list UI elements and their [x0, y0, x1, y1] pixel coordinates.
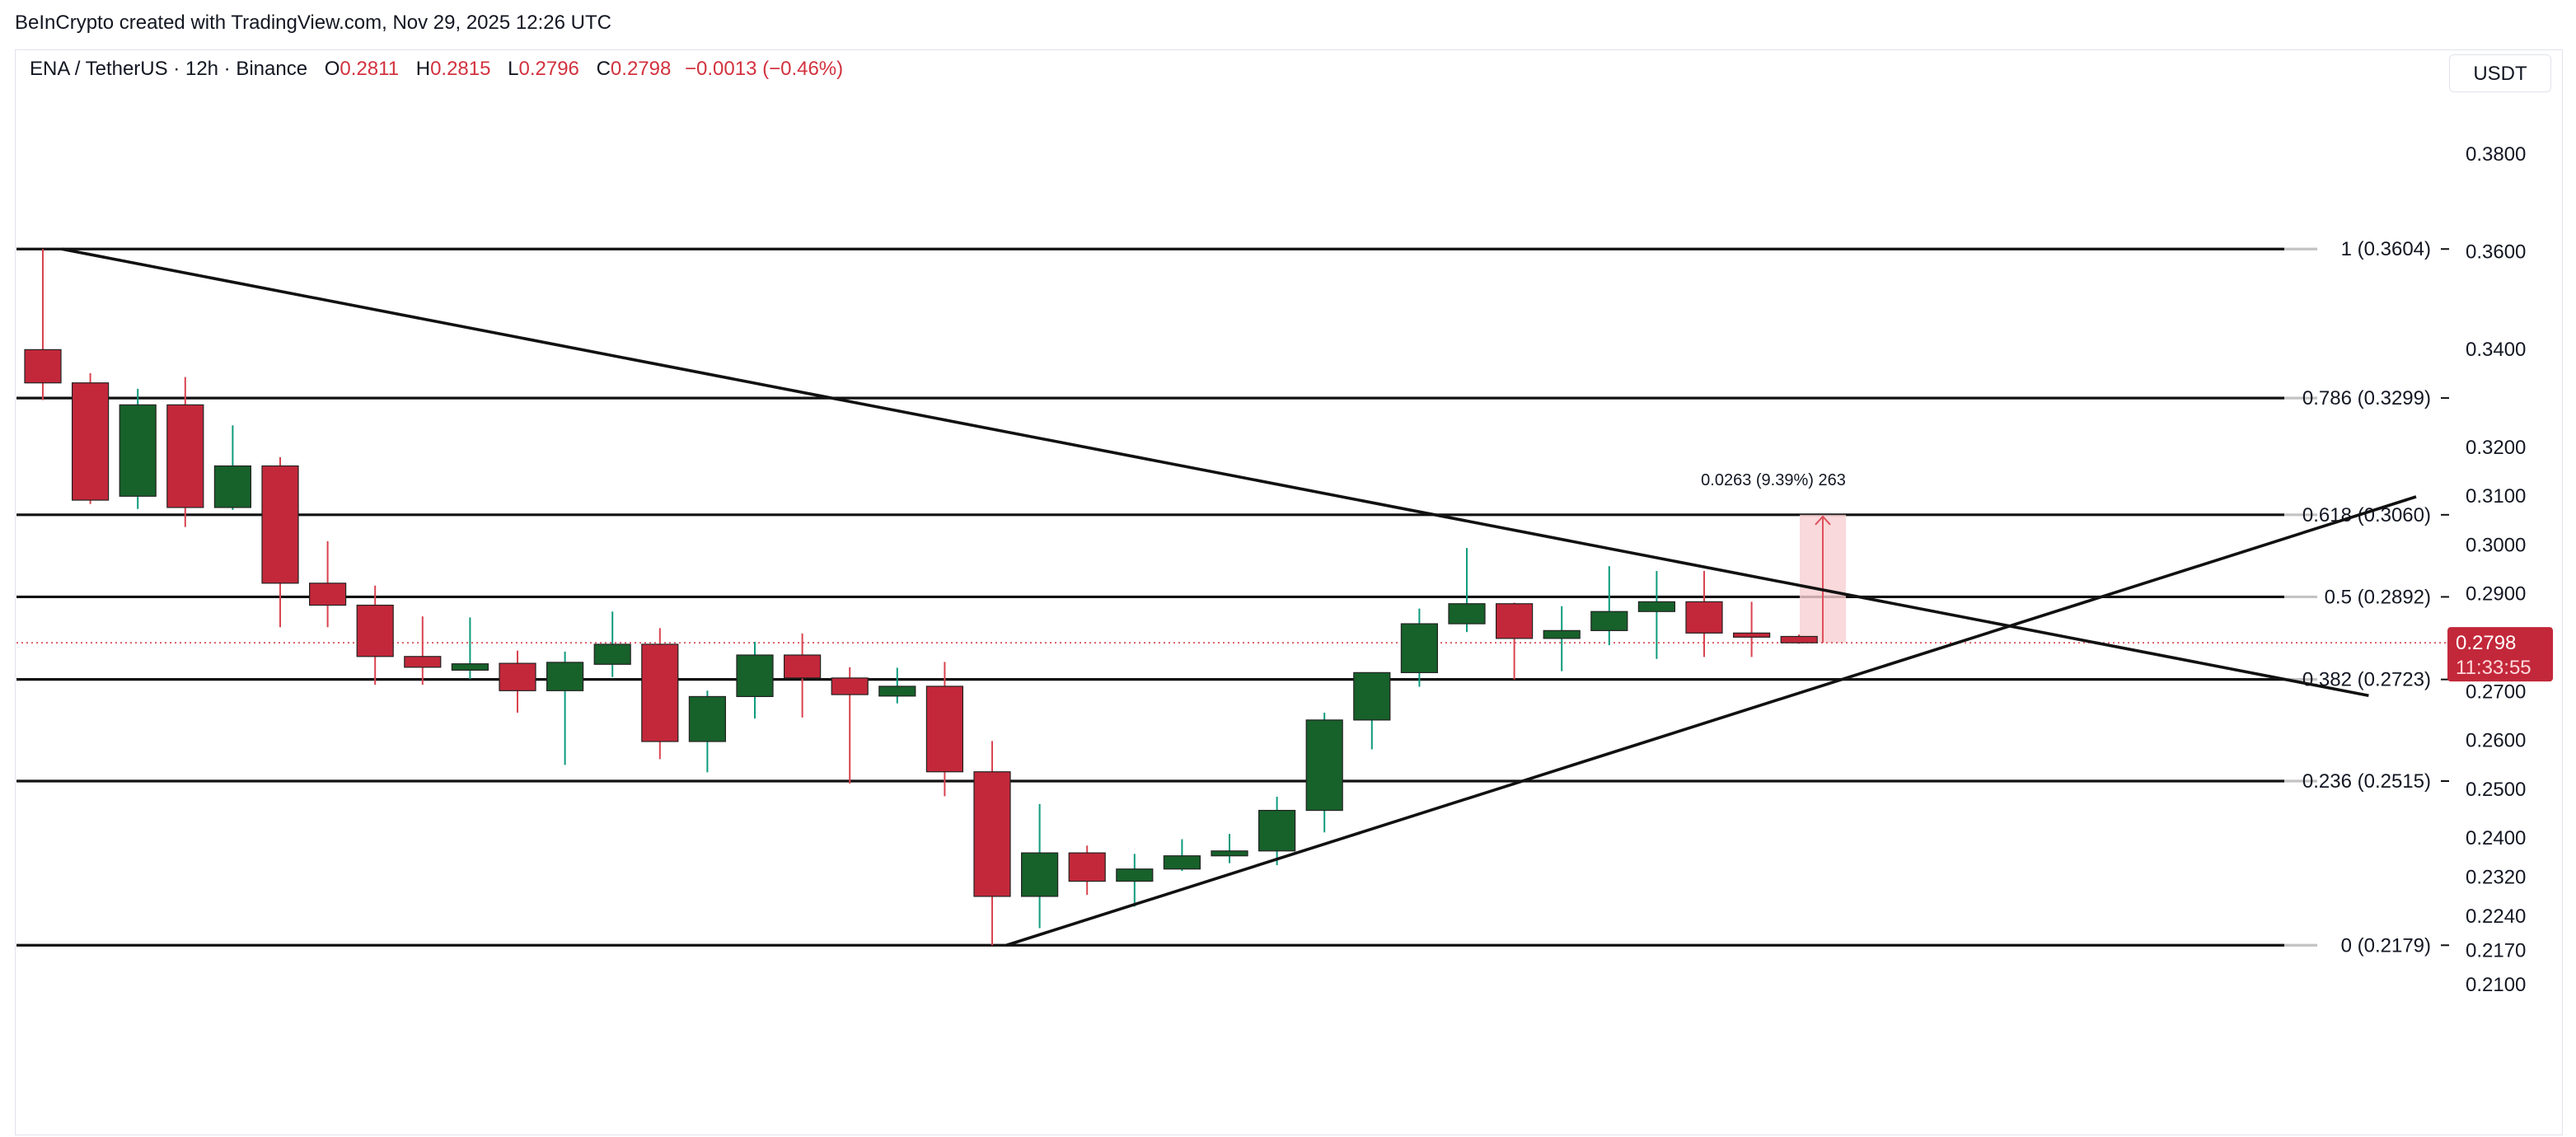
- bearish-candle[interactable]: [24, 349, 62, 384]
- bullish-candle[interactable]: [1163, 855, 1201, 870]
- high-value: 0.2815: [430, 58, 491, 80]
- bearish-candle[interactable]: [783, 654, 822, 679]
- fib-label-bg: [2284, 235, 2438, 264]
- fib-label-bg: [2284, 665, 2438, 694]
- bearish-candle[interactable]: [641, 643, 679, 742]
- y-axis-tick-label: 0.2400: [2466, 827, 2526, 849]
- change-value: −0.0013 (−0.46%): [685, 58, 844, 80]
- currency-button[interactable]: USDT: [2449, 54, 2551, 92]
- bullish-candle[interactable]: [451, 663, 489, 671]
- bullish-candle[interactable]: [1400, 623, 1439, 673]
- y-axis-tick-label: 0.2600: [2466, 730, 2526, 752]
- y-axis-tick-label: 0.2700: [2466, 681, 2526, 703]
- last-price-value: 0.2798: [2456, 632, 2516, 654]
- bearish-candle[interactable]: [1495, 603, 1534, 639]
- y-axis-tick-label: 0.3200: [2466, 437, 2526, 459]
- bearish-candle[interactable]: [1068, 852, 1106, 882]
- bearish-candle[interactable]: [499, 662, 536, 691]
- close-value: 0.2798: [610, 58, 672, 80]
- fib-level-label: 0.5 (0.2892): [2325, 586, 2431, 608]
- bearish-candle[interactable]: [309, 583, 347, 606]
- price-range-label: 0.0263 (9.39%) 263: [1701, 471, 1846, 489]
- bullish-candle[interactable]: [688, 695, 727, 742]
- bullish-candle[interactable]: [1353, 671, 1391, 721]
- bar-countdown: 11:33:55: [2456, 657, 2532, 679]
- open-value: 0.2811: [340, 58, 400, 80]
- bearish-candle[interactable]: [831, 677, 869, 695]
- symbol-name[interactable]: ENA / TetherUS · 12h · Binance: [30, 58, 308, 80]
- fib-label-bg: [2284, 767, 2438, 796]
- low-value: 0.2796: [518, 58, 579, 80]
- bearish-candle[interactable]: [925, 685, 964, 773]
- bullish-candle[interactable]: [1637, 601, 1676, 612]
- y-axis-tick-label: 0.3600: [2466, 241, 2526, 264]
- bullish-candle[interactable]: [1305, 719, 1343, 812]
- low-label: L: [508, 58, 519, 80]
- bearish-candle[interactable]: [1733, 632, 1771, 638]
- y-axis-tick-label: 0.2240: [2466, 905, 2526, 928]
- close-label: C: [596, 58, 611, 80]
- fib-level-label: 0.786 (0.3299): [2302, 387, 2431, 409]
- bullish-candle[interactable]: [736, 654, 774, 698]
- bearish-candle[interactable]: [71, 382, 110, 501]
- trendline-descending[interactable]: [61, 247, 2369, 697]
- y-axis-tick-label: 0.2900: [2466, 583, 2526, 606]
- fib-level-label: 0.618 (0.3060): [2302, 504, 2431, 526]
- open-label: O: [324, 58, 340, 80]
- bearish-candle[interactable]: [404, 656, 442, 668]
- bullish-candle[interactable]: [1211, 850, 1248, 857]
- bullish-candle[interactable]: [1116, 868, 1154, 882]
- chart-frame: [15, 49, 2563, 1135]
- bearish-candle[interactable]: [356, 604, 394, 657]
- y-axis-tick-label: 0.2170: [2466, 940, 2526, 962]
- y-axis-tick-label: 0.3000: [2466, 534, 2526, 556]
- bullish-candle[interactable]: [1448, 603, 1486, 625]
- bearish-candle[interactable]: [1780, 635, 1818, 643]
- fib-level-label: 1 (0.3604): [2341, 238, 2431, 260]
- y-axis-tick-label: 0.2320: [2466, 867, 2526, 889]
- fib-label-bg: [2284, 583, 2438, 611]
- last-price-badge: [2447, 627, 2553, 682]
- y-axis-tick-label: 0.3800: [2466, 143, 2526, 166]
- bearish-candle[interactable]: [166, 404, 204, 508]
- bullish-candle[interactable]: [1020, 852, 1059, 897]
- y-axis-tick-label: 0.3100: [2466, 485, 2526, 508]
- bullish-candle[interactable]: [119, 404, 157, 497]
- bullish-candle[interactable]: [1543, 629, 1581, 639]
- fib-level-label: 0.236 (0.2515): [2302, 770, 2431, 793]
- y-axis-tick-label: 0.3400: [2466, 339, 2526, 361]
- fib-level-label: 0 (0.2179): [2341, 934, 2431, 957]
- bullish-candle[interactable]: [878, 685, 916, 697]
- bullish-candle[interactable]: [593, 643, 631, 665]
- bullish-candle[interactable]: [213, 465, 251, 508]
- trendline-ascending[interactable]: [1005, 495, 2417, 947]
- y-axis-tick-label: 0.2500: [2466, 779, 2526, 801]
- bearish-candle[interactable]: [261, 465, 299, 584]
- bearish-candle[interactable]: [1685, 601, 1723, 634]
- high-label: H: [415, 58, 431, 80]
- bearish-candle[interactable]: [973, 771, 1011, 897]
- bullish-candle[interactable]: [546, 662, 584, 691]
- symbol-legend: ENA / TetherUS · 12h · Binance O0.2811 H…: [30, 58, 843, 81]
- chart-credit: BeInCrypto created with TradingView.com,…: [15, 12, 611, 34]
- price-range-arrowhead: [1815, 515, 1831, 526]
- y-axis-tick-label: 0.2100: [2466, 974, 2526, 996]
- fib-label-bg: [2284, 931, 2438, 960]
- bullish-candle[interactable]: [1590, 611, 1628, 631]
- fib-label-bg: [2284, 384, 2438, 413]
- bullish-candle[interactable]: [1258, 809, 1296, 852]
